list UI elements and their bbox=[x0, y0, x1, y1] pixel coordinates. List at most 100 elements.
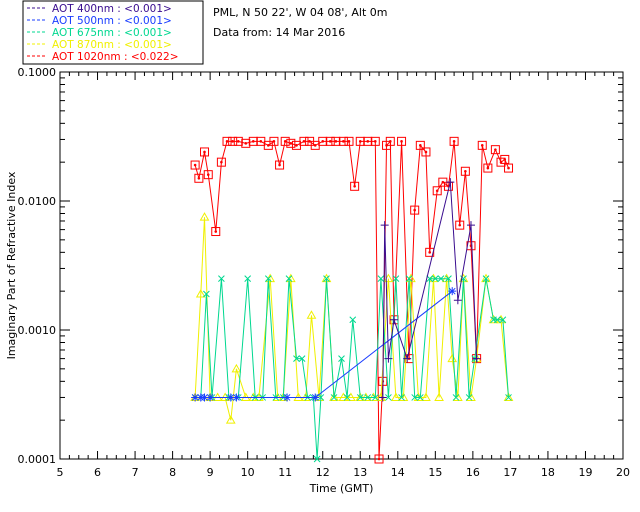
data-point bbox=[449, 136, 459, 146]
data-point bbox=[490, 145, 500, 155]
data-point-center bbox=[206, 173, 210, 176]
data-point bbox=[338, 136, 348, 146]
data-point-center bbox=[486, 166, 490, 170]
data-point-center bbox=[193, 163, 197, 167]
data-point bbox=[293, 355, 300, 362]
data-point bbox=[505, 394, 512, 401]
data-point bbox=[190, 160, 200, 170]
legend-entry: AOT 870nm : <0.001> bbox=[27, 39, 172, 51]
x-tick-label: 5 bbox=[57, 466, 64, 479]
data-point bbox=[200, 393, 209, 402]
data-point-center bbox=[203, 150, 206, 154]
data-point bbox=[222, 136, 232, 146]
data-point bbox=[380, 221, 389, 230]
data-point bbox=[283, 393, 292, 402]
data-point bbox=[370, 136, 380, 146]
data-point bbox=[218, 275, 225, 283]
data-point bbox=[355, 392, 366, 401]
data-point bbox=[500, 154, 510, 164]
data-point bbox=[453, 296, 462, 305]
data-point bbox=[194, 173, 204, 183]
data-point-center bbox=[413, 208, 416, 212]
legend-entry: AOT 1020nm : <0.022> bbox=[27, 51, 179, 63]
data-point bbox=[390, 315, 399, 324]
data-point-center bbox=[400, 140, 403, 143]
data-point-center bbox=[366, 140, 370, 143]
data-point bbox=[465, 394, 473, 401]
x-axis-title: Time (GMT) bbox=[309, 482, 374, 495]
data-point bbox=[264, 275, 272, 283]
data-point bbox=[421, 147, 431, 157]
data-point bbox=[299, 136, 309, 146]
data-point-center bbox=[197, 176, 201, 180]
x-tick-label: 6 bbox=[94, 466, 101, 479]
legend-entry: AOT 675nm : <0.001> bbox=[27, 27, 172, 39]
x-tick-label: 7 bbox=[132, 466, 139, 479]
x-tick-label: 20 bbox=[616, 466, 630, 479]
data-point bbox=[391, 392, 401, 401]
x-tick-label: 19 bbox=[578, 466, 592, 479]
y-axis: 0.0001 0.0010 0.0100 0.1000 bbox=[18, 66, 623, 466]
data-point bbox=[323, 275, 330, 283]
site-info: PML, N 50 22', W 04 08', Alt 0m bbox=[213, 6, 387, 19]
data-point-center bbox=[373, 140, 377, 143]
x-tick-label: 11 bbox=[278, 466, 292, 479]
data-point bbox=[504, 163, 514, 173]
data-point bbox=[499, 316, 507, 324]
data-point bbox=[232, 393, 241, 402]
data-point-center bbox=[328, 140, 332, 143]
series-2 bbox=[191, 275, 512, 463]
data-point-center bbox=[503, 158, 507, 161]
data-point bbox=[410, 205, 420, 215]
data-point-center bbox=[347, 140, 351, 143]
data-point bbox=[434, 392, 444, 401]
x-tick-label: 8 bbox=[169, 466, 176, 479]
date-info: Data from: 14 Mar 2016 bbox=[213, 26, 345, 39]
data-point-center bbox=[452, 140, 456, 143]
legend-label: AOT 400nm : <0.001> bbox=[52, 3, 172, 15]
data-point bbox=[231, 363, 242, 373]
data-point bbox=[415, 140, 425, 150]
x-tick-label: 16 bbox=[466, 466, 480, 479]
data-point-center bbox=[428, 251, 432, 254]
data-point bbox=[280, 136, 290, 146]
data-point bbox=[493, 316, 501, 324]
data-point-center bbox=[353, 185, 356, 188]
data-point bbox=[477, 140, 487, 150]
data-point bbox=[405, 275, 413, 283]
data-point bbox=[488, 314, 499, 324]
data-point bbox=[344, 136, 354, 146]
data-point bbox=[275, 160, 285, 170]
x-tick-label: 18 bbox=[541, 466, 555, 479]
data-point bbox=[411, 394, 419, 401]
data-point bbox=[455, 220, 465, 230]
data-point bbox=[254, 392, 264, 401]
data-point bbox=[206, 393, 215, 402]
series-line bbox=[195, 278, 509, 460]
data-point bbox=[212, 392, 223, 401]
data-point bbox=[384, 354, 393, 363]
legend-label: AOT 1020nm : <0.022> bbox=[52, 51, 179, 63]
data-point-center bbox=[342, 140, 345, 143]
data-point-center bbox=[236, 140, 240, 143]
data-point bbox=[385, 136, 395, 146]
data-point bbox=[220, 392, 231, 401]
x-tick-label: 13 bbox=[353, 466, 367, 479]
data-point bbox=[269, 136, 279, 146]
data-point bbox=[378, 393, 387, 402]
data-point-center bbox=[231, 140, 234, 143]
data-point bbox=[325, 136, 335, 146]
data-point-center bbox=[458, 223, 462, 227]
data-point-center bbox=[480, 144, 484, 147]
data-point bbox=[374, 454, 384, 464]
x-tick-label: 17 bbox=[503, 466, 517, 479]
data-point bbox=[306, 310, 317, 319]
data-point-center bbox=[278, 163, 281, 167]
data-point bbox=[349, 316, 357, 324]
data-point bbox=[482, 275, 490, 283]
data-point-center bbox=[388, 140, 392, 143]
series-1 bbox=[191, 287, 457, 402]
data-point bbox=[356, 394, 364, 401]
data-point-center bbox=[441, 180, 445, 184]
